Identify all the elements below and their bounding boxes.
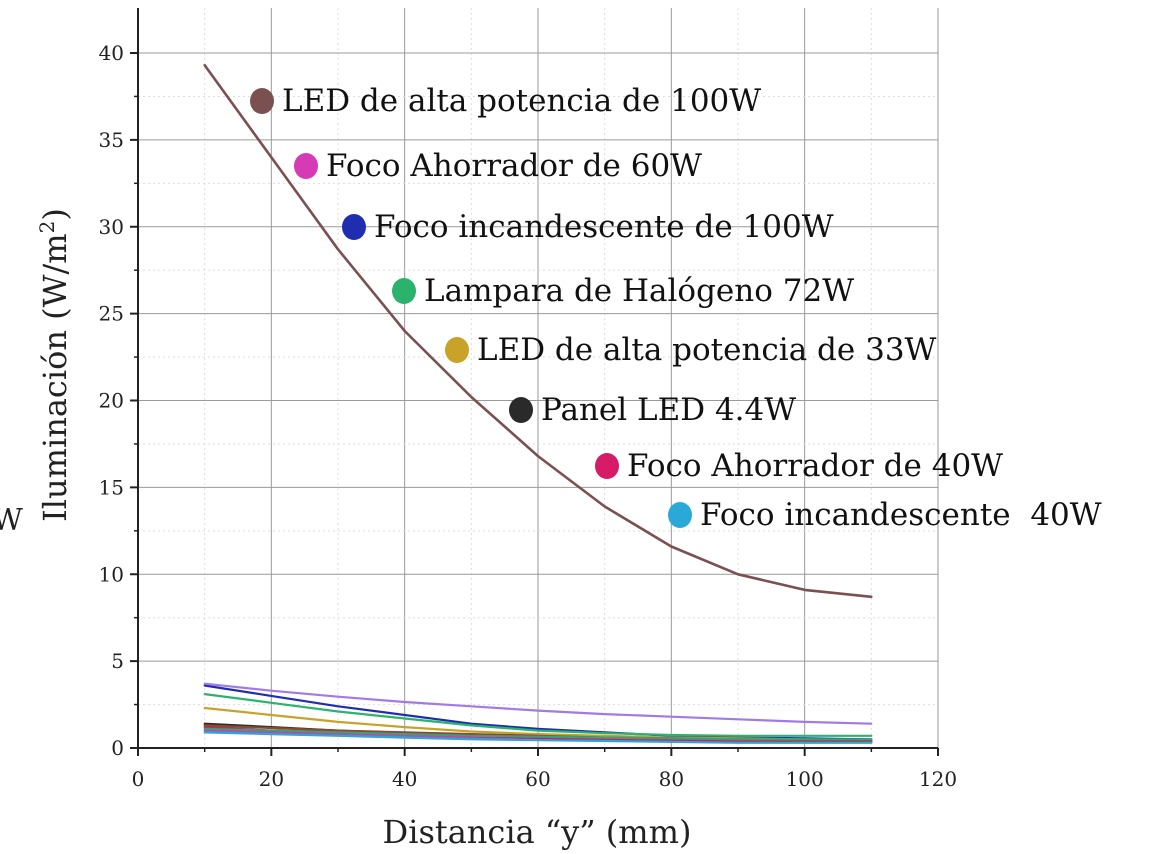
legend-marker-5	[509, 397, 533, 423]
y-tick-label-0: 0	[111, 736, 124, 760]
legend-label-6: Foco Ahorrador de 40W	[627, 448, 1003, 484]
y-tick-label-4: 20	[99, 389, 124, 413]
series-line-8	[203, 682, 873, 725]
y-tick-label-5: 25	[99, 302, 124, 326]
y-tick-label-7: 35	[99, 128, 124, 152]
legend-marker-0	[250, 88, 274, 114]
series-line-7	[203, 731, 873, 744]
y-tick-label-3: 15	[99, 475, 124, 499]
legend: LED de alta potencia de 100W Foco Ahorrad…	[250, 83, 1102, 533]
legend-marker-3	[392, 278, 416, 304]
x-tick-label-1: 20	[259, 767, 284, 791]
x-tick-label-3: 60	[525, 767, 550, 791]
x-tick-label-4: 80	[659, 767, 684, 791]
series-lines	[203, 63, 873, 744]
y-axis-title-superscript: 2	[35, 221, 59, 234]
y-tick-label-2: 10	[99, 562, 124, 586]
legend-label-5: Panel LED 4.4W	[541, 392, 796, 428]
y-axis-title-main: Iluminación (W/m	[36, 233, 74, 521]
series-line-10	[203, 727, 873, 741]
axes: 0 20 40 60 80 100 120 0 5 10 15 20 25 30 35 40	[99, 8, 957, 791]
legend-label-3: Lampara de Halógeno 72W	[424, 273, 854, 309]
y-tick-label-6: 30	[99, 215, 124, 239]
legend-marker-6	[595, 453, 619, 479]
legend-marker-2	[342, 214, 366, 240]
legend-label-0: LED de alta potencia de 100W	[282, 83, 761, 119]
x-tick-label-0: 0	[132, 767, 145, 791]
legend-label-4: LED de alta potencia de 33W	[477, 332, 937, 368]
legend-marker-1	[294, 153, 318, 179]
legend-marker-4	[445, 337, 469, 363]
y-tick-label-8: 40	[99, 41, 124, 65]
series-line-3	[203, 693, 873, 737]
legend-marker-7	[668, 502, 692, 528]
legend-label-1: Foco Ahorrador de 60W	[326, 148, 702, 184]
legend-label-7: Foco incandescente 40W	[700, 497, 1102, 533]
x-tick-label-5: 100	[786, 767, 824, 791]
edge-text-fragment: W	[0, 503, 23, 538]
x-axis-title: Distancia “y” (mm)	[383, 813, 692, 851]
y-axis-title: Iluminación (W/m2)	[35, 208, 74, 522]
y-tick-label-1: 5	[111, 649, 124, 673]
y-axis-title-close: )	[36, 208, 74, 220]
series-line-0	[203, 63, 873, 599]
grid-lines	[138, 8, 939, 748]
legend-label-2: Foco incandescente de 100W	[374, 209, 834, 245]
x-tick-label-2: 40	[392, 767, 417, 791]
x-tick-label-6: 120	[919, 767, 957, 791]
